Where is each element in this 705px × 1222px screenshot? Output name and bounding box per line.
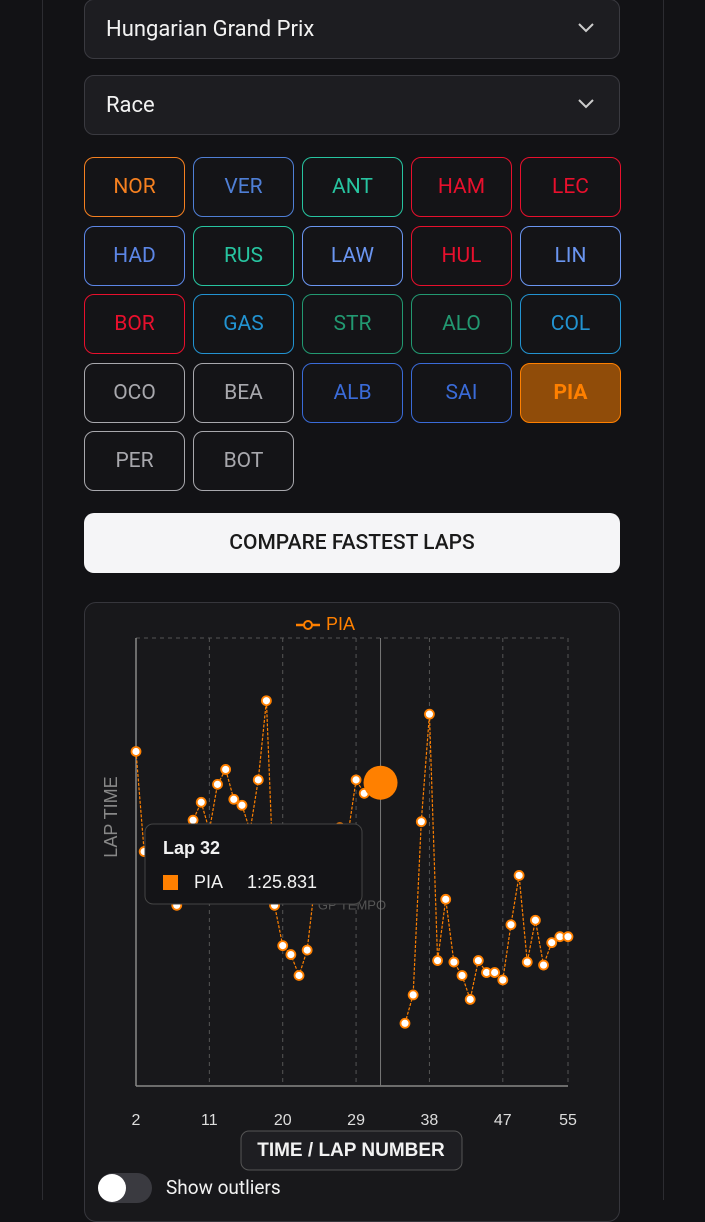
driver-button[interactable]: SAI bbox=[411, 362, 512, 423]
grand-prix-select[interactable]: Hungarian Grand Prix bbox=[84, 0, 620, 59]
lap-point bbox=[220, 764, 232, 775]
toggle-knob bbox=[98, 1174, 126, 1202]
x-tick-label: 47 bbox=[494, 1112, 512, 1129]
legend-marker bbox=[303, 620, 313, 630]
x-tick-label: 29 bbox=[347, 1112, 365, 1129]
tooltip-series: PIA bbox=[194, 872, 223, 892]
tooltip-box bbox=[144, 823, 363, 905]
lap-point bbox=[432, 955, 443, 966]
driver-button[interactable]: LEC bbox=[520, 157, 621, 217]
select-value: Hungarian Grand Prix bbox=[106, 16, 315, 42]
driver-button[interactable]: ALO bbox=[411, 294, 512, 354]
lap-point bbox=[252, 774, 264, 786]
container-border bbox=[663, 0, 664, 1200]
lap-point bbox=[130, 746, 142, 757]
session-select[interactable]: Race bbox=[84, 75, 620, 135]
x-tick-label: 55 bbox=[559, 1112, 577, 1129]
lap-point bbox=[285, 949, 297, 960]
x-tick-label: 20 bbox=[274, 1112, 292, 1129]
lap-point bbox=[212, 778, 223, 790]
lap-point bbox=[187, 814, 199, 826]
container-border bbox=[42, 0, 43, 1200]
driver-button[interactable]: HUL bbox=[411, 225, 512, 286]
driver-button[interactable]: VER bbox=[193, 157, 294, 217]
chevron bbox=[578, 23, 594, 33]
driver-button[interactable]: LIN bbox=[520, 225, 621, 286]
tooltip-value: 1:25.831 bbox=[247, 872, 317, 892]
lap-point bbox=[456, 970, 468, 981]
lap-point bbox=[195, 796, 207, 808]
driver-button[interactable]: ALB bbox=[302, 362, 403, 423]
driver-button[interactable]: STR bbox=[302, 294, 403, 354]
highlight-point bbox=[363, 765, 398, 800]
driver-button[interactable]: PIA bbox=[520, 362, 621, 423]
chart-card bbox=[84, 602, 620, 1222]
compare-button[interactable]: COMPARE FASTEST LAPS bbox=[84, 513, 620, 573]
lap-point bbox=[415, 816, 427, 828]
driver-button[interactable]: LAW bbox=[302, 225, 403, 286]
driver-button[interactable]: BOT bbox=[193, 431, 294, 491]
lap-point bbox=[489, 967, 501, 978]
x-axis-label-box bbox=[240, 1130, 463, 1171]
driver-button[interactable]: GAS bbox=[193, 294, 294, 354]
driver-button[interactable]: BEA bbox=[193, 362, 294, 423]
lap-point bbox=[407, 989, 419, 1001]
select-value: Race bbox=[106, 92, 155, 118]
lap-point bbox=[448, 956, 460, 968]
toggle-label: Show outliers bbox=[166, 1176, 281, 1199]
driver-button[interactable]: PER bbox=[84, 431, 185, 491]
lap-point bbox=[399, 1017, 411, 1029]
lap-point bbox=[538, 959, 549, 971]
driver-button[interactable]: COL bbox=[520, 294, 621, 354]
lap-point bbox=[261, 695, 272, 707]
lap-point bbox=[562, 931, 574, 943]
tooltip: Lap 32 PIA 1:25.831 bbox=[144, 823, 363, 905]
lap-point bbox=[472, 955, 484, 966]
driver-button[interactable]: RUS bbox=[193, 225, 294, 286]
tooltip-title: Lap 32 bbox=[163, 838, 220, 858]
driver-button[interactable]: ANT bbox=[302, 157, 403, 217]
lap-point bbox=[293, 970, 305, 981]
x-tick-label: 2 bbox=[132, 1112, 141, 1129]
x-tick-label: 11 bbox=[201, 1112, 218, 1129]
lap-point bbox=[464, 993, 476, 1005]
x-tick-label: 38 bbox=[421, 1112, 439, 1129]
lap-point bbox=[440, 893, 452, 905]
outliers-toggle[interactable] bbox=[98, 1173, 152, 1203]
lap-point bbox=[505, 919, 517, 931]
x-axis-label: TIME / LAP NUMBER bbox=[257, 1140, 445, 1161]
lap-point bbox=[277, 940, 289, 952]
lap-point bbox=[424, 708, 435, 720]
lap-point bbox=[529, 914, 541, 926]
lap-point bbox=[350, 774, 362, 786]
chevron bbox=[578, 99, 594, 109]
lap-point bbox=[236, 799, 248, 811]
lap-point bbox=[546, 937, 558, 949]
lap-point bbox=[521, 956, 533, 968]
driver-button[interactable]: HAD bbox=[84, 225, 185, 286]
driver-button[interactable]: OCO bbox=[84, 362, 185, 423]
lap-point bbox=[301, 944, 313, 956]
y-axis-label: LAP TIME bbox=[101, 776, 121, 857]
lap-point bbox=[228, 793, 240, 805]
lap-point bbox=[513, 870, 525, 881]
tooltip-swatch bbox=[163, 875, 178, 890]
driver-button[interactable]: BOR bbox=[84, 294, 185, 354]
lap-point bbox=[497, 974, 509, 986]
driver-button[interactable]: HAM bbox=[411, 157, 512, 217]
legend-label: PIA bbox=[326, 614, 355, 634]
driver-button[interactable]: NOR bbox=[84, 157, 185, 217]
